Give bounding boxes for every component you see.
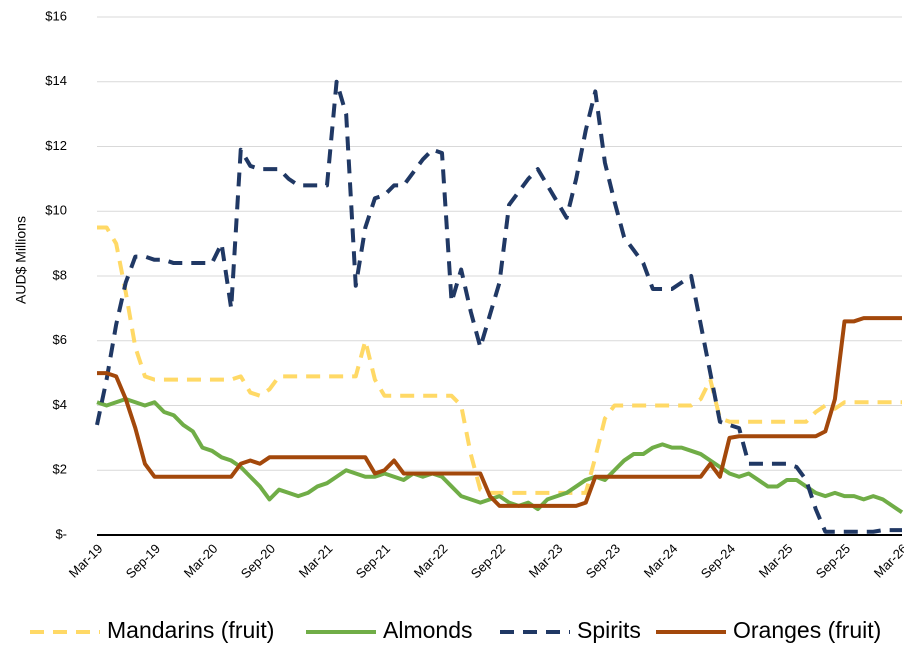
y-tick-label: $- [55, 526, 67, 541]
x-tick-label: Sep-21 [353, 541, 393, 581]
legend-label: Mandarins (fruit) [107, 617, 274, 643]
y-axis-title: AUD$ Millions [13, 216, 29, 304]
x-tick-label: Sep-19 [123, 541, 163, 581]
y-tick-label: $2 [53, 462, 67, 477]
y-tick-label: $12 [45, 138, 67, 153]
legend-label: Spirits [577, 617, 641, 643]
x-tick-label: Mar-20 [181, 541, 221, 581]
y-tick-label: $10 [45, 203, 67, 218]
y-tick-label: $6 [53, 332, 67, 347]
series-line [95, 79, 902, 534]
y-tick-label: $8 [53, 267, 67, 282]
x-tick-label: Sep-24 [698, 541, 738, 581]
x-tick-label: Mar-26 [871, 541, 904, 581]
x-tick-label: Mar-23 [526, 541, 566, 581]
x-tick-label: Mar-25 [756, 541, 796, 581]
y-tick-label: $4 [53, 397, 67, 412]
x-tick-label: Sep-22 [468, 541, 508, 581]
series-line [97, 316, 902, 508]
x-tick-label: Mar-24 [641, 541, 681, 581]
x-tick-label: Mar-21 [296, 541, 336, 581]
x-tick-label: Sep-23 [583, 541, 623, 581]
x-tick-label: Mar-22 [411, 541, 451, 581]
legend-label: Oranges (fruit) [733, 617, 881, 643]
legend-label: Almonds [383, 617, 472, 643]
y-tick-label: $14 [45, 73, 67, 88]
x-tick-label: Sep-20 [238, 541, 278, 581]
x-tick-label: Sep-25 [813, 541, 853, 581]
series-line [97, 225, 902, 495]
series-line [96, 397, 904, 514]
y-tick-label: $16 [45, 8, 67, 23]
x-tick-label: Mar-19 [66, 541, 106, 581]
